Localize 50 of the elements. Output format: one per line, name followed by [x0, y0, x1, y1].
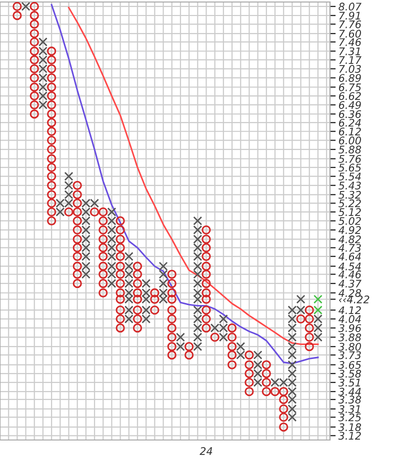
y-tick-label: 6.24: [338, 118, 361, 127]
y-tick-label: 4.12: [338, 306, 361, 314]
y-tick-label: 7.03: [339, 64, 361, 73]
y-tick-label: 3.31: [338, 405, 360, 414]
y-tick-label: 5.88: [338, 146, 362, 154]
y-tick-label: 3.88: [338, 333, 362, 342]
y-tick-label: 6.36: [338, 110, 362, 118]
y-tick-label: 6.62: [338, 92, 361, 100]
y-tick-label: 7.76: [339, 20, 362, 28]
y-tick-label: ‹‹4.22: [338, 295, 370, 304]
y-tick-label: 6.75: [338, 83, 361, 92]
y-tick-label: 3.44: [338, 388, 361, 396]
y-tick-label: 7.91: [339, 12, 360, 20]
y-tick-label: 3.51: [338, 378, 360, 387]
y-tick-label: 5.12: [338, 208, 361, 216]
y-tick-label: 4.46: [338, 270, 362, 278]
y-tick-label: 3.73: [338, 351, 361, 360]
y-tick-label: 4.37: [338, 280, 362, 288]
y-tick-label: 7.31: [339, 47, 360, 56]
y-tick-label: 3.18: [338, 423, 362, 432]
y-tick-label: 8.07: [338, 2, 362, 11]
y-tick-label: 3.38: [338, 396, 362, 404]
x-tick-label: 24: [200, 447, 212, 455]
y-tick-label: 6.12: [338, 128, 361, 136]
y-tick-label: 6.00: [338, 136, 362, 144]
y-tick-label: 3.96: [338, 324, 362, 332]
y-tick-label: 7.46: [339, 38, 362, 46]
y-tick-label: 3.65: [338, 361, 361, 369]
y-tick-label: 3.25: [338, 413, 361, 422]
y-tick-label: 6.89: [338, 74, 361, 82]
y-tick-label: 4.64: [338, 252, 361, 261]
y-tick-label: 3.80: [338, 342, 362, 351]
y-tick-label: 5.22: [338, 199, 361, 208]
y-tick-label: 4.82: [338, 235, 361, 244]
y-tick-label: 3.12: [338, 432, 361, 440]
y-tick-label: 5.54: [338, 172, 361, 180]
y-tick-label: 5.02: [338, 217, 361, 225]
y-tick-label: 5.32: [338, 190, 361, 199]
y-tick-label: 4.92: [338, 226, 361, 234]
y-tick-label: 4.04: [338, 315, 361, 324]
y-tick-label: 5.65: [338, 164, 361, 172]
y-tick-label: 5.76: [338, 154, 362, 163]
y-tick-label: 7.60: [339, 30, 362, 38]
y-tick-label: 6.49: [338, 101, 361, 109]
y-tick-label: 4.28: [338, 289, 362, 297]
y-tick-label: 5.43: [338, 182, 361, 190]
y-tick-label: 4.73: [338, 244, 361, 252]
y-tick-label: 4.54: [338, 262, 361, 270]
y-tick-label: 3.58: [338, 370, 362, 378]
y-tick-label: 7.17: [339, 56, 362, 64]
